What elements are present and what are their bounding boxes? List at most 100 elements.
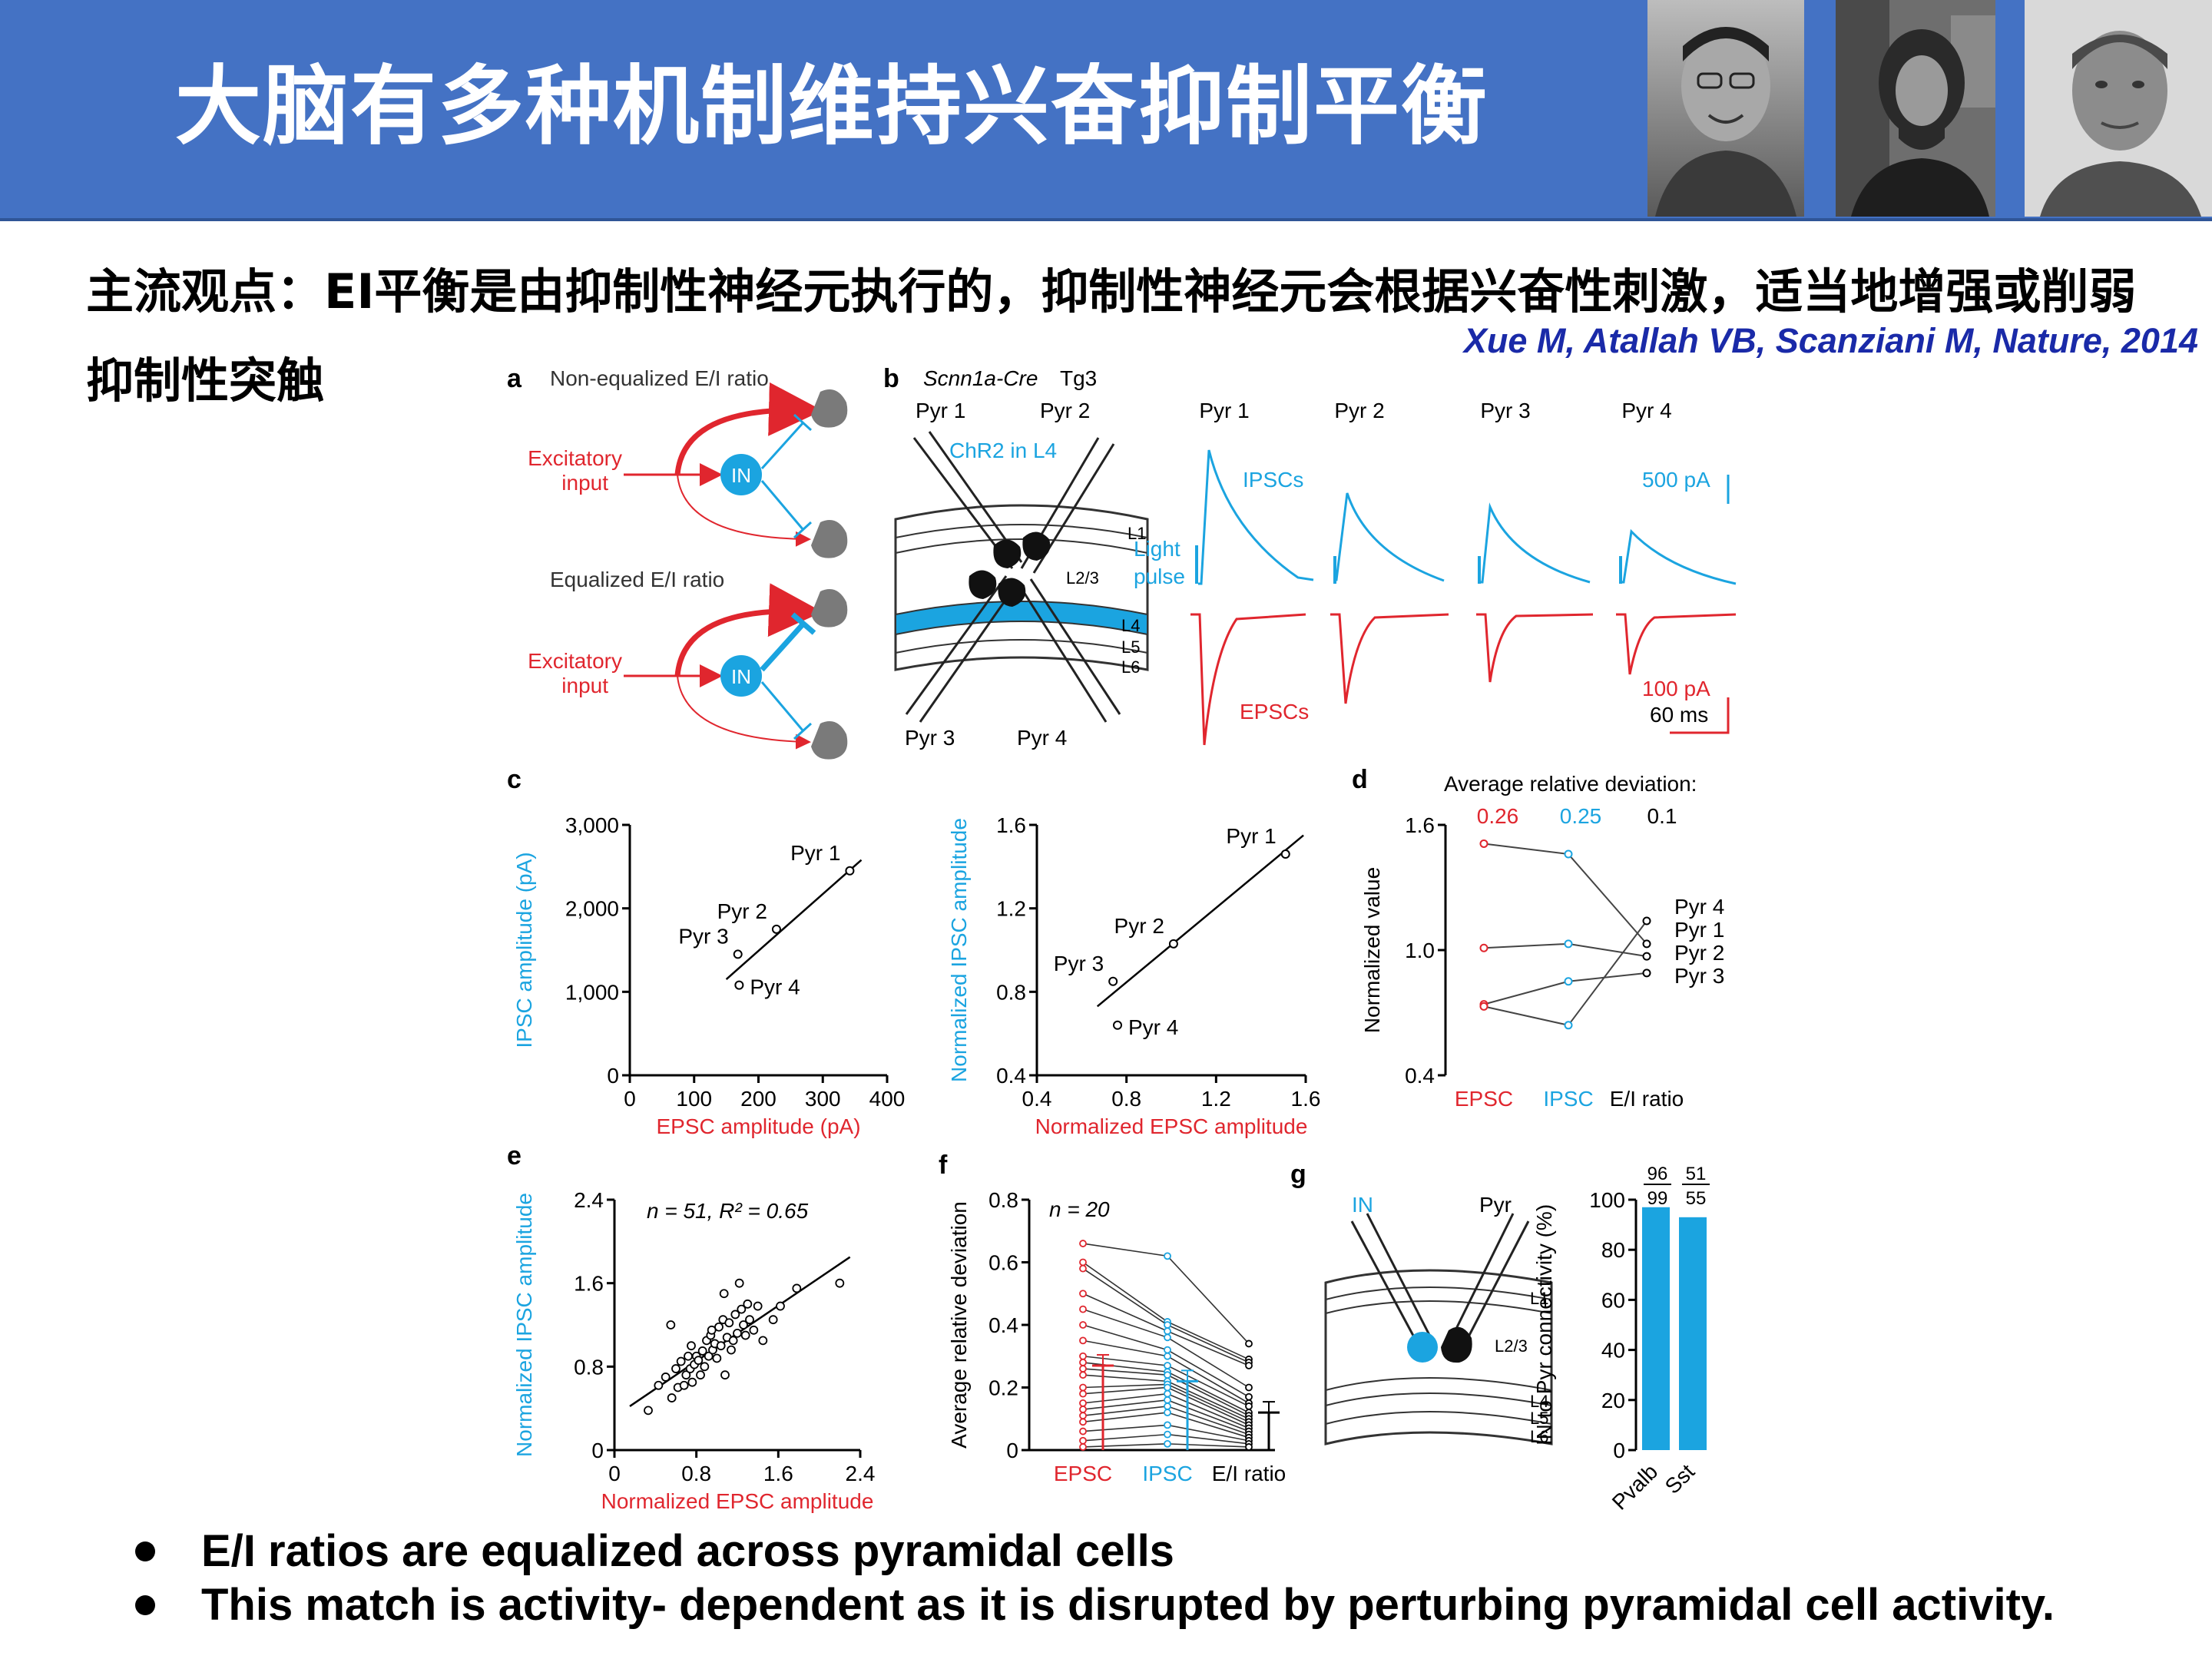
panel-b-title-rest: Tg3 bbox=[1060, 366, 1097, 390]
data-point bbox=[753, 1301, 763, 1311]
chart-e: 0 0.8 1.6 2.4 0 0.8 1.6 2.4 Normalized EPSC ampl… bbox=[512, 1188, 875, 1513]
series-point bbox=[1079, 1305, 1087, 1313]
series-point bbox=[1079, 1412, 1087, 1420]
y-axis-label: Normalized value bbox=[1360, 867, 1384, 1033]
in-label-top: IN bbox=[731, 464, 751, 487]
x-tick-label: 0.8 bbox=[681, 1462, 711, 1485]
y-tick-label: 0 bbox=[1613, 1439, 1625, 1462]
data-point bbox=[687, 1377, 697, 1387]
y-tick-label: 0 bbox=[591, 1439, 604, 1462]
pyr-neuron-2 bbox=[811, 520, 848, 558]
data-point bbox=[720, 1370, 730, 1380]
panel-g-fractions: 96 99 51 55 bbox=[1644, 1164, 1710, 1209]
panel-f-letter: f bbox=[939, 1151, 948, 1180]
y-tick-label: 0.2 bbox=[988, 1376, 1018, 1400]
x-tick-label: 0.4 bbox=[1022, 1087, 1052, 1111]
data-point bbox=[694, 1356, 704, 1366]
chart-g: 0 20 40 60 80 100 IN to Pyr connectivity (%) Pv… bbox=[1532, 1188, 1707, 1515]
axes: 0.4 0.8 1.2 1.6 0.4 0.8 1.2 1.6 Normalized EPSC … bbox=[947, 813, 1320, 1138]
y-tick-label: 2,000 bbox=[565, 897, 619, 921]
axes: 0 0.8 1.6 2.4 0 0.8 1.6 2.4 Normalized EPSC ampl… bbox=[512, 1188, 875, 1513]
data-point bbox=[733, 1328, 742, 1338]
series-point bbox=[1164, 1396, 1171, 1404]
bar-category-label: Sst bbox=[1661, 1459, 1700, 1498]
series-label: Pyr 3 bbox=[1674, 964, 1724, 988]
y-tick-label: 0 bbox=[607, 1064, 619, 1088]
y-tick-label: 1.6 bbox=[1405, 813, 1435, 837]
series-point bbox=[1245, 1383, 1253, 1392]
exc-path-strong bbox=[674, 382, 823, 475]
y-tick-label: 60 bbox=[1601, 1288, 1625, 1312]
point-label: Pyr 4 bbox=[750, 975, 800, 999]
bar-pvalb bbox=[1642, 1207, 1670, 1450]
series-point bbox=[1079, 1264, 1087, 1273]
y-tick-label: 100 bbox=[1589, 1188, 1625, 1212]
data-point bbox=[697, 1346, 707, 1356]
series-point bbox=[1642, 939, 1651, 949]
in-label-bottom: IN bbox=[731, 665, 751, 688]
series-point bbox=[1245, 1443, 1253, 1451]
point-label: Pyr 2 bbox=[1114, 914, 1164, 938]
bullet-dot-icon bbox=[135, 1541, 155, 1561]
series-point bbox=[1164, 1327, 1171, 1336]
data-point bbox=[667, 1393, 677, 1402]
data-point bbox=[749, 1325, 759, 1335]
category-label: E/I ratio bbox=[1610, 1087, 1684, 1111]
sst-num: 51 bbox=[1686, 1164, 1707, 1184]
pipette-label-pyr2: Pyr 2 bbox=[1040, 399, 1090, 422]
data-point bbox=[771, 924, 781, 934]
chart-c-left: 0 1,000 2,000 3,000 0 100 200 300 400 EPSC amplit… bbox=[512, 813, 905, 1138]
x-tick-label: 1.6 bbox=[763, 1462, 793, 1485]
y-tick-label: 1,000 bbox=[565, 980, 619, 1004]
data-point bbox=[661, 1373, 671, 1382]
y-tick-label: 0.8 bbox=[574, 1355, 604, 1379]
dev-ei: 0.1 bbox=[1647, 804, 1677, 828]
y-tick-label: 2.4 bbox=[574, 1188, 604, 1212]
svg-text:L6: L6 bbox=[1530, 1427, 1548, 1446]
data-point bbox=[644, 1406, 653, 1416]
y-tick-label: 0.6 bbox=[988, 1251, 1018, 1275]
trace-col-4: Pyr 4 bbox=[1621, 399, 1671, 422]
panel-a-top-title: Non-equalized E/I ratio bbox=[550, 366, 769, 390]
series-point bbox=[1164, 1383, 1171, 1392]
series-point bbox=[1164, 1352, 1171, 1360]
chart-f: 0 0.2 0.4 0.6 0.8 Average relative deviation E… bbox=[947, 1188, 1286, 1485]
epsc-scale-label: 100 pA bbox=[1642, 677, 1710, 700]
series-point bbox=[1245, 1362, 1253, 1369]
layer-l5: L5 bbox=[1121, 637, 1140, 657]
x-tick-label: 1.2 bbox=[1201, 1087, 1231, 1111]
data-point bbox=[676, 1356, 686, 1366]
category-label: IPSC bbox=[1142, 1462, 1192, 1485]
bullet-item: E/I ratios are equalized across pyramida… bbox=[131, 1525, 2055, 1578]
pipette-label-pyr1: Pyr 1 bbox=[916, 399, 965, 422]
data-point bbox=[845, 866, 855, 876]
epsc-traces bbox=[1190, 613, 1737, 746]
category-label: E/I ratio bbox=[1212, 1462, 1286, 1485]
panel-g-schematic: IN Pyr L1 L2/3 L4 L5 L6 bbox=[1324, 1193, 1553, 1446]
dev-ipsc: 0.25 bbox=[1560, 804, 1602, 828]
bullet-item: This match is activity- dependent as it … bbox=[131, 1578, 2055, 1632]
data-point bbox=[740, 1330, 750, 1340]
data-point bbox=[704, 1351, 714, 1361]
data-point bbox=[743, 1299, 753, 1309]
epsc-scale-bar bbox=[1670, 697, 1730, 734]
series-point bbox=[1642, 969, 1651, 978]
g-pyramidal bbox=[1441, 1326, 1472, 1363]
point-label: Pyr 4 bbox=[1128, 1015, 1178, 1039]
pulse-label: pulse bbox=[1134, 565, 1185, 588]
data-point bbox=[666, 1320, 676, 1330]
data-point bbox=[684, 1351, 693, 1361]
svg-text:L1: L1 bbox=[1530, 1289, 1548, 1308]
layer-l4: L4 bbox=[1121, 616, 1140, 635]
y-tick-label: 40 bbox=[1601, 1339, 1625, 1363]
series-point bbox=[1164, 1362, 1171, 1369]
pipette-label-pyr4: Pyr 4 bbox=[1017, 726, 1067, 750]
series-point bbox=[1245, 1392, 1253, 1401]
series-point bbox=[1079, 1258, 1087, 1267]
series-point bbox=[1479, 943, 1488, 952]
data-point bbox=[768, 1315, 778, 1325]
category-label: EPSC bbox=[1455, 1087, 1513, 1111]
panel-d-header: Average relative deviation: bbox=[1444, 772, 1697, 796]
data-point bbox=[739, 1320, 748, 1330]
light-label: Light bbox=[1134, 537, 1181, 561]
